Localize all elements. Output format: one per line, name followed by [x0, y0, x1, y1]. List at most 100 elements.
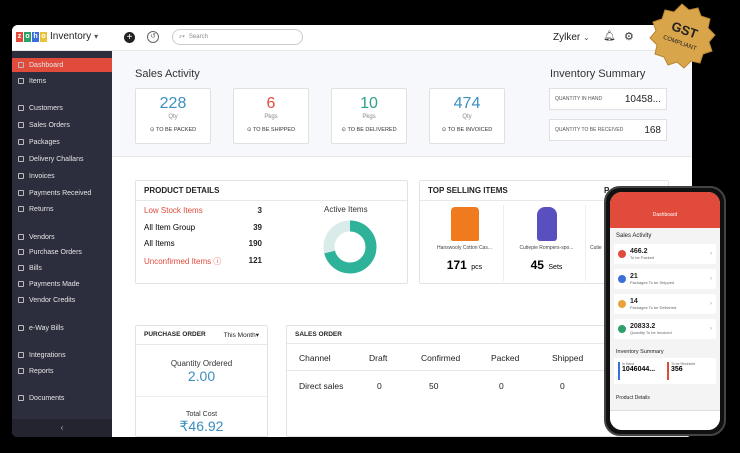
sidebar-item-bills[interactable]: Bills: [12, 261, 112, 275]
sidebar-item-label: Invoices: [29, 172, 55, 180]
org-name: Zylker: [553, 32, 581, 43]
sidebar-item-label: Items: [29, 77, 47, 85]
activity-label-text: TO BE INVOICED: [447, 127, 493, 133]
mobile-tab-bar[interactable]: [610, 410, 720, 430]
sidebar-item-icon: [18, 206, 24, 212]
mobile-card-label: Packages To be Delivered: [630, 305, 677, 310]
sidebar-item-packages[interactable]: Packages: [12, 135, 112, 149]
sidebar-item-label: Customers: [29, 104, 63, 112]
mobile-section-title: Sales Activity: [616, 233, 652, 239]
sidebar-item-payments-made[interactable]: Payments Made: [12, 277, 112, 291]
mobile-inv-title: Inventory Summary: [616, 349, 664, 355]
check-circle-icon: ⊙: [246, 127, 252, 133]
sidebar-item-label: Purchase Orders: [29, 248, 82, 256]
table-cell[interactable]: Direct sales: [299, 381, 344, 391]
sidebar-item-icon: [18, 190, 24, 196]
active-items-label: Active Items: [324, 205, 368, 214]
mobile-activity-card[interactable]: 20833.2 Quantity To be Invoiced ›: [614, 319, 716, 339]
sidebar-item-icon: [18, 62, 24, 68]
quick-create-button[interactable]: +: [124, 32, 135, 43]
mobile-inv-item: To be Received 356: [667, 362, 712, 380]
sidebar-item-label: Vendors: [29, 233, 55, 241]
sidebar-item-delivery-challans[interactable]: Delivery Challans: [12, 152, 112, 166]
inventory-label: QUANTITY TO BE RECEIVED: [555, 127, 624, 133]
chevron-right-icon: ›: [710, 251, 712, 257]
sidebar-item-label: e-Way Bills: [29, 324, 64, 332]
info-icon: ⓘ: [213, 257, 222, 266]
sidebar-item-label: Dashboard: [29, 61, 64, 69]
purchase-order-panel: PURCHASE ORDER This Month▾ Quantity Orde…: [135, 325, 268, 437]
sidebar-item-label: Delivery Challans: [29, 155, 84, 163]
total-cost-value: ₹46.92: [179, 418, 224, 434]
sidebar-item-items[interactable]: Items: [12, 74, 112, 88]
bell-icon[interactable]: 🔔︎: [603, 31, 616, 42]
main-content: Sales Activity 228 Qty ⊙ TO BE PACKED 6 Pkgs…: [112, 51, 692, 437]
sidebar-item-invoices[interactable]: Invoices: [12, 169, 112, 183]
sidebar-item-returns[interactable]: Returns: [12, 202, 112, 216]
row-value: 121: [248, 256, 262, 265]
status-icon: [618, 300, 626, 308]
mobile-activity-card[interactable]: 466.2 To be Packed ›: [614, 244, 716, 264]
sidebar-item-purchase-orders[interactable]: Purchase Orders: [12, 245, 112, 259]
gear-icon[interactable]: ⚙: [624, 31, 634, 43]
period-select[interactable]: This Month▾: [223, 332, 259, 339]
activity-unit: Pkgs: [264, 114, 278, 120]
chevron-down-icon: ⌄: [583, 33, 590, 42]
donut-pct-label: 71%: [342, 243, 358, 252]
inventory-row: QUANTITY IN HAND 10458...: [549, 88, 667, 110]
sidebar-item-payments-received[interactable]: Payments Received: [12, 186, 112, 200]
sidebar-item-customers[interactable]: Customers: [12, 101, 112, 115]
item-name: Hanswooly Cotton Cas...: [436, 245, 493, 251]
mobile-inv-label: In Hand: [622, 362, 635, 366]
activity-card[interactable]: 6 Pkgs ⊙ TO BE SHIPPED: [233, 88, 309, 144]
sidebar-item-vendor-credits[interactable]: Vendor Credits: [12, 293, 112, 307]
sidebar-collapse-button[interactable]: ‹: [12, 419, 112, 437]
product-detail-row[interactable]: Low Stock Items 3: [144, 206, 262, 215]
item-qty: 45 Sets: [508, 256, 585, 274]
table-cell: 0: [560, 381, 565, 391]
mobile-activity-card[interactable]: 14 Packages To be Delivered ›: [614, 294, 716, 314]
product-detail-row[interactable]: Unconfirmed Items ⓘ 121: [144, 256, 262, 267]
top-selling-period: P: [604, 186, 610, 195]
sidebar-item-integrations[interactable]: Integrations: [12, 348, 112, 362]
sidebar-item-label: Payments Received: [29, 189, 92, 197]
sidebar-item-vendors[interactable]: Vendors: [12, 230, 112, 244]
column-header: Draft: [369, 353, 388, 363]
activity-label-text: TO BE PACKED: [155, 127, 197, 133]
sidebar-item-icon: [18, 156, 24, 162]
qty-unit: Sets: [548, 264, 563, 271]
row-label: All Item Group: [144, 223, 196, 232]
product-detail-row[interactable]: All Item Group 39: [144, 223, 262, 232]
item-name: Cutiepie Rompers-spo...: [519, 245, 574, 251]
product-detail-row[interactable]: All Items 190: [144, 239, 262, 248]
table-cell: 50: [429, 381, 439, 391]
activity-card[interactable]: 10 Pkgs ⊙ TO BE DELIVERED: [331, 88, 407, 144]
sidebar-item-reports[interactable]: Reports: [12, 364, 112, 378]
item-name: Cutie: [590, 245, 602, 251]
sidebar-item-icon: [18, 395, 24, 401]
sidebar-item-icon: [18, 78, 24, 84]
activity-card[interactable]: 474 Qty ⊙ TO BE INVOICED: [429, 88, 505, 144]
activity-card[interactable]: 228 Qty ⊙ TO BE PACKED: [135, 88, 211, 144]
chevron-right-icon: ›: [710, 276, 712, 282]
mobile-card-num: 20833.2: [630, 323, 656, 330]
sales-activity-title: Sales Activity: [135, 68, 200, 80]
search-input[interactable]: ⌕▾ Search: [172, 29, 303, 45]
status-icon: [618, 325, 626, 333]
top-item-card[interactable]: Cutiepie Rompers-spo... 45 Sets: [508, 205, 586, 281]
top-item-card[interactable]: Hanswooly Cotton Cas... 171 pcs: [426, 205, 504, 281]
status-icon: [618, 275, 626, 283]
sidebar-item-dashboard[interactable]: Dashboard: [12, 58, 112, 72]
mobile-card-num: 21: [630, 273, 638, 280]
summary-band: Sales Activity 228 Qty ⊙ TO BE PACKED 6 Pkgs…: [112, 51, 692, 157]
sidebar-item-label: Documents: [29, 394, 65, 402]
recent-history-icon[interactable]: ↺: [147, 31, 159, 43]
row-label: Low Stock Items: [144, 206, 203, 215]
sidebar-item-documents[interactable]: Documents: [12, 391, 112, 405]
sidebar-item-e-way-bills[interactable]: e-Way Bills: [12, 321, 112, 335]
mobile-activity-card[interactable]: 21 Packages To be Shipped ›: [614, 269, 716, 289]
org-switcher[interactable]: Zylker ⌄: [553, 32, 590, 43]
sidebar-item-sales-orders[interactable]: Sales Orders: [12, 118, 112, 132]
